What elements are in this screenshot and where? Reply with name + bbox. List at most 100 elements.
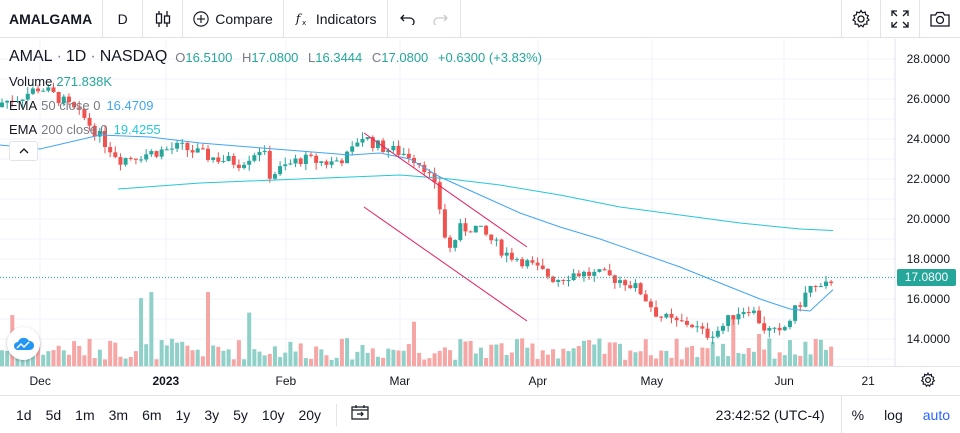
legend-collapse-button[interactable] — [9, 141, 38, 161]
candle-body — [164, 149, 169, 151]
redo-button[interactable] — [424, 0, 461, 38]
legend-ohlc: O16.5100 H17.0800 L16.3444 C17.0800 +0.6… — [175, 51, 548, 64]
trend-line — [363, 132, 528, 248]
volume-bar — [113, 342, 118, 366]
ema200-line — [117, 174, 834, 231]
candle-body — [350, 146, 355, 152]
range-button-6m[interactable]: 6m — [142, 406, 162, 423]
ema50-legend[interactable]: EMA 50 close 0 16.4709 — [9, 93, 548, 117]
screenshot-button[interactable] — [919, 0, 960, 38]
candle-body — [0, 102, 4, 107]
volume-bar — [257, 351, 262, 366]
candle-body — [386, 150, 391, 153]
interval-button[interactable]: D — [103, 0, 144, 38]
candle-body — [458, 223, 463, 241]
clock-timezone[interactable]: 23:42:52 (UTC-4) — [715, 407, 825, 423]
compare-button[interactable]: Compare — [183, 0, 284, 38]
volume-bar — [36, 342, 41, 366]
candle-body — [345, 151, 350, 164]
candle-body — [545, 269, 550, 277]
time-axis[interactable]: Dec 2023 Feb Mar Apr May Jun 21 — [0, 366, 960, 394]
volume-bar — [721, 343, 725, 366]
volume-value: 271.838K — [56, 73, 113, 89]
range-button-3m[interactable]: 3m — [108, 406, 129, 423]
chart-pane[interactable] — [0, 39, 960, 394]
candle-body — [66, 96, 71, 103]
volume-bar — [494, 344, 499, 366]
volume-bar — [612, 342, 617, 366]
candle-body — [118, 157, 123, 165]
indicators-label: Indicators — [315, 10, 377, 27]
main-series-legend: AMAL · 1D · NASDAQ O16.5100 H17.0800 L16… — [9, 45, 548, 69]
change-value: +0.6300 (+3.83%) — [437, 49, 542, 65]
symbol-search-button[interactable]: AMALGAMA — [0, 0, 104, 38]
percent-toggle[interactable]: % — [840, 396, 874, 433]
range-button-5d[interactable]: 5d — [45, 406, 62, 423]
volume-bar — [581, 340, 586, 366]
volume-bar — [782, 355, 787, 366]
volume-bar — [561, 348, 566, 366]
time-axis-settings-button[interactable] — [920, 372, 938, 390]
candle-body — [139, 159, 144, 161]
ema200-legend[interactable]: EMA 200 close 0 19.4255 — [9, 117, 548, 141]
volume-bar — [736, 353, 741, 366]
candle-body — [473, 225, 478, 233]
candle-body — [690, 324, 695, 328]
high-value: 17.0800 — [251, 49, 299, 65]
volume-bar — [216, 346, 221, 366]
settings-button[interactable] — [841, 0, 880, 38]
candle-body — [726, 315, 731, 326]
time-axis-label: Mar — [389, 374, 411, 388]
tradingview-logo[interactable] — [7, 327, 40, 360]
candle-body — [684, 320, 689, 325]
undo-button[interactable] — [388, 0, 424, 38]
volume-bar — [602, 353, 607, 366]
volume-bar — [370, 348, 375, 366]
log-toggle[interactable]: log — [884, 407, 903, 423]
range-button-1y[interactable]: 1y — [175, 406, 191, 423]
candle-body — [695, 326, 700, 328]
range-button-5y[interactable]: 5y — [233, 406, 248, 423]
volume-bar — [499, 343, 504, 366]
chart-type-button[interactable] — [143, 0, 184, 38]
legend-separator: · — [56, 48, 62, 65]
ema200-name: EMA — [9, 121, 38, 137]
goto-date-button[interactable] — [345, 404, 375, 425]
range-button-1m[interactable]: 1m — [75, 406, 95, 423]
candle-body — [412, 157, 416, 163]
range-button-3y[interactable]: 3y — [204, 406, 220, 423]
volume-bar — [401, 350, 406, 366]
auto-toggle[interactable]: auto — [922, 407, 950, 423]
candle-body — [736, 314, 741, 320]
candle-body — [669, 313, 674, 318]
volume-bar — [169, 338, 174, 366]
range-button-1d[interactable]: 1d — [16, 406, 32, 423]
open-label: O — [175, 49, 186, 65]
candle-body — [231, 155, 236, 165]
candle-body — [427, 172, 432, 174]
candle-body — [30, 88, 35, 94]
candle-body — [329, 161, 334, 165]
candle-body — [700, 326, 705, 329]
cloud-logo-icon — [13, 337, 34, 350]
chart-canvas[interactable] — [0, 39, 960, 366]
range-button-20y[interactable]: 20y — [298, 406, 322, 423]
svg-text:f: f — [295, 11, 303, 26]
open-value: 16.5100 — [185, 49, 233, 65]
volume-bar — [386, 348, 391, 366]
volume-bar — [757, 333, 762, 366]
candle-body — [762, 323, 767, 331]
range-button-10y[interactable]: 10y — [261, 406, 285, 423]
volume-legend[interactable]: Volume 271.838K — [9, 69, 548, 93]
fullscreen-button[interactable] — [880, 0, 919, 38]
candle-body — [772, 327, 777, 329]
candle-body — [309, 154, 313, 156]
candle-body — [278, 166, 283, 175]
volume-bar — [365, 352, 370, 366]
volume-bar — [309, 358, 313, 366]
legend-exchange: NASDAQ — [99, 48, 168, 65]
volume-bar — [303, 358, 308, 366]
candle-body — [123, 157, 128, 165]
price-scale-label: 14.0000 — [906, 332, 950, 346]
